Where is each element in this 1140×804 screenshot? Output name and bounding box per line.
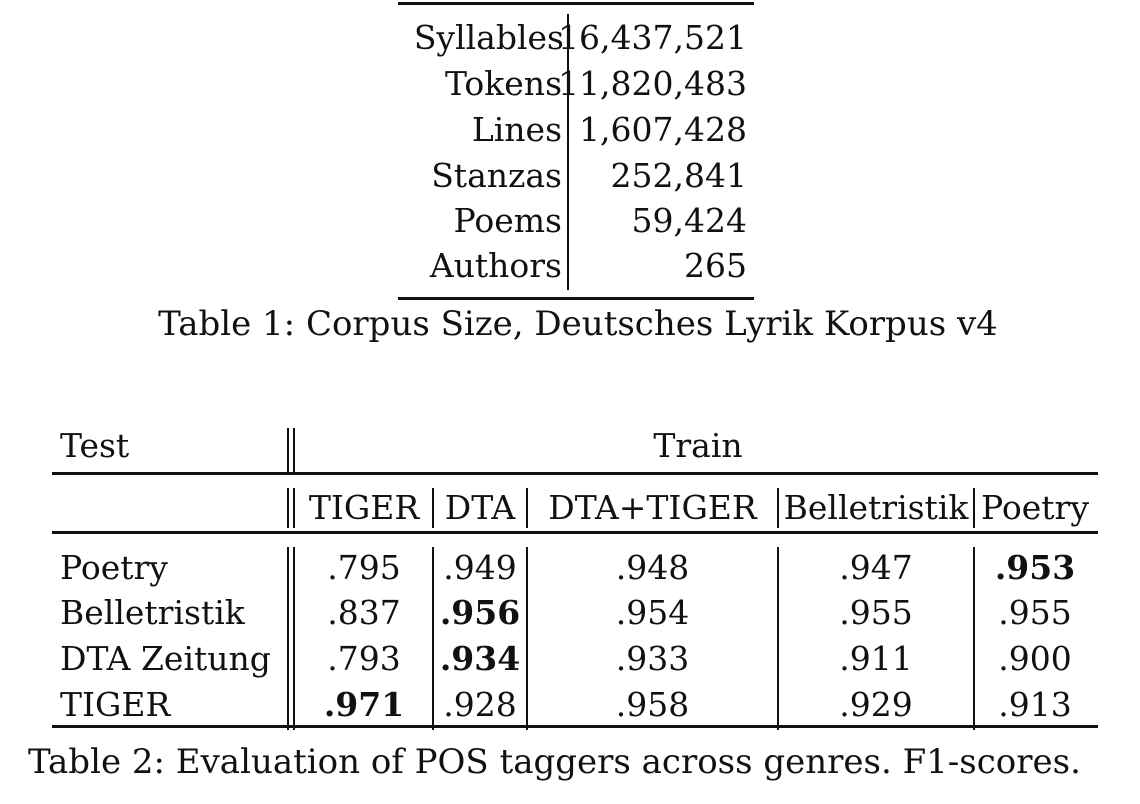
score-cell: .949: [443, 548, 517, 587]
table-2-subheader-rule: [52, 531, 1098, 534]
score-cell: .933: [615, 639, 690, 678]
column-header-dta: DTA: [444, 488, 516, 527]
table-1-row-label: Poems: [453, 201, 563, 240]
column-divider: [432, 488, 434, 528]
table-1-column-divider: [567, 14, 569, 290]
score-cell: .900: [998, 639, 1072, 678]
table-2-double-rule: [287, 428, 289, 472]
score-cell: .934: [439, 639, 521, 678]
column-divider: [526, 488, 528, 528]
column-header-poetry: Poetry: [981, 488, 1089, 527]
score-cell: .948: [615, 548, 690, 587]
score-cell: .971: [323, 685, 405, 724]
column-divider: [973, 547, 975, 730]
table-1-top-rule: [398, 2, 754, 5]
column-divider: [973, 488, 975, 528]
row-label: TIGER: [60, 685, 171, 724]
score-cell: .928: [443, 685, 517, 724]
score-cell: .913: [998, 685, 1072, 724]
table-1-row-label: Authors: [429, 246, 562, 285]
table-2-double-rule: [287, 547, 289, 730]
table-1-row-value: 1,607,428: [579, 110, 747, 149]
row-label: DTA Zeitung: [60, 639, 271, 678]
score-cell: .911: [839, 639, 913, 678]
score-cell: .958: [615, 685, 690, 724]
table-2-double-rule: [293, 547, 295, 730]
score-cell: .953: [994, 548, 1076, 587]
table-2-double-rule: [287, 488, 289, 528]
column-header-belletristik: Belletristik: [783, 488, 969, 527]
table-1-row-value: 59,424: [631, 201, 747, 240]
score-cell: .956: [439, 593, 521, 632]
table-1-row-label: Stanzas: [431, 156, 562, 195]
column-divider: [777, 488, 779, 528]
score-cell: .954: [615, 593, 690, 632]
column-header-dta-tiger: DTA+TIGER: [548, 488, 757, 527]
table-2-bottom-rule: [52, 725, 1098, 728]
train-header: Train: [653, 426, 743, 465]
column-header-tiger: TIGER: [308, 488, 420, 527]
table-1-bottom-rule: [398, 297, 754, 300]
table-1-caption: Table 1: Corpus Size, Deutsches Lyrik Ko…: [158, 304, 998, 344]
score-cell: .837: [327, 593, 401, 632]
table-2-caption: Table 2: Evaluation of POS taggers acros…: [28, 742, 1081, 782]
table-1-row-label: Tokens: [444, 64, 562, 103]
row-label: Poetry: [60, 548, 168, 587]
table-1-row-value: 265: [684, 246, 747, 285]
table-1-row-value: 252,841: [610, 156, 747, 195]
column-divider: [526, 547, 528, 730]
table-2-double-rule: [293, 428, 295, 472]
row-label: Belletristik: [60, 593, 245, 632]
table-1-row-value: 16,437,521: [558, 18, 747, 57]
score-cell: .947: [839, 548, 913, 587]
table-2-header-rule: [52, 472, 1098, 475]
score-cell: .955: [839, 593, 913, 632]
score-cell: .955: [998, 593, 1072, 632]
score-cell: .929: [839, 685, 913, 724]
column-divider: [432, 547, 434, 730]
test-header: Test: [60, 426, 130, 465]
table-1-row-label: Syllables: [413, 18, 564, 57]
score-cell: .795: [327, 548, 401, 587]
table-2-double-rule: [293, 488, 295, 528]
score-cell: .793: [327, 639, 401, 678]
table-1-row-label: Lines: [471, 110, 562, 149]
column-divider: [777, 547, 779, 730]
table-1-row-value: 11,820,483: [558, 64, 747, 103]
